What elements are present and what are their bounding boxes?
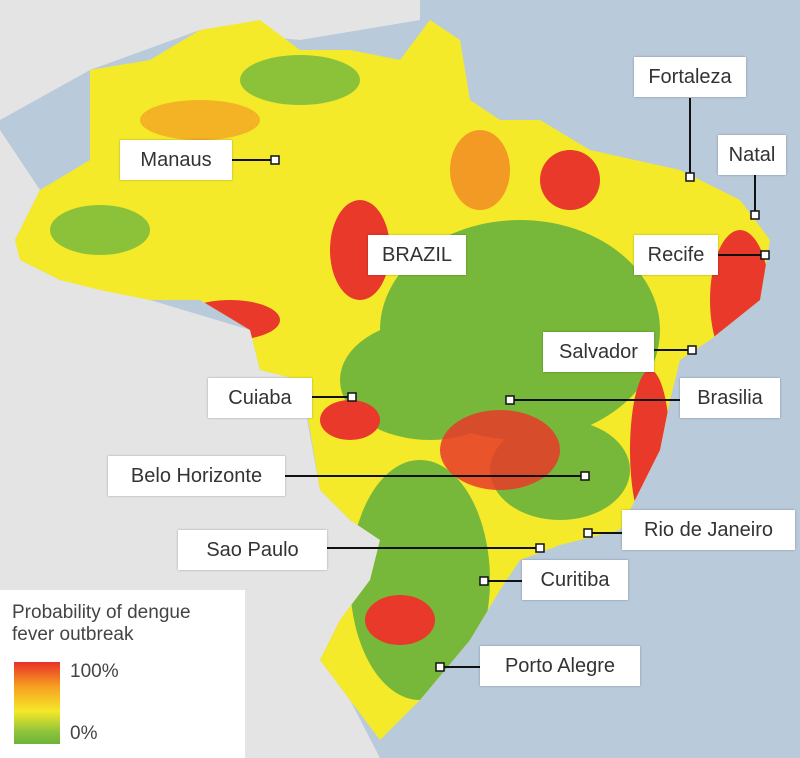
legend-max-label: 100% <box>70 661 119 682</box>
city-label: Manaus <box>120 140 232 180</box>
neighbor-land <box>0 0 420 120</box>
city-label: Rio de Janeiro <box>622 510 795 550</box>
legend-title: Probability of dengue fever outbreak <box>12 602 191 645</box>
city-label: Curitiba <box>522 560 628 600</box>
city-label: Cuiaba <box>208 378 312 418</box>
city-label: Natal <box>718 135 786 175</box>
city-markers <box>270 155 770 672</box>
leader-lines <box>232 98 765 668</box>
country-label: BRAZIL <box>368 235 466 275</box>
legend-color-bar <box>14 662 60 744</box>
city-label: Belo Horizonte <box>108 456 285 496</box>
city-label: Sao Paulo <box>178 530 327 570</box>
city-label: Fortaleza <box>634 57 746 97</box>
legend-min-label: 0% <box>70 723 98 744</box>
city-label: Brasilia <box>680 378 780 418</box>
city-label: Recife <box>634 235 718 275</box>
city-label: Porto Alegre <box>480 646 640 686</box>
city-label: Salvador <box>543 332 654 372</box>
